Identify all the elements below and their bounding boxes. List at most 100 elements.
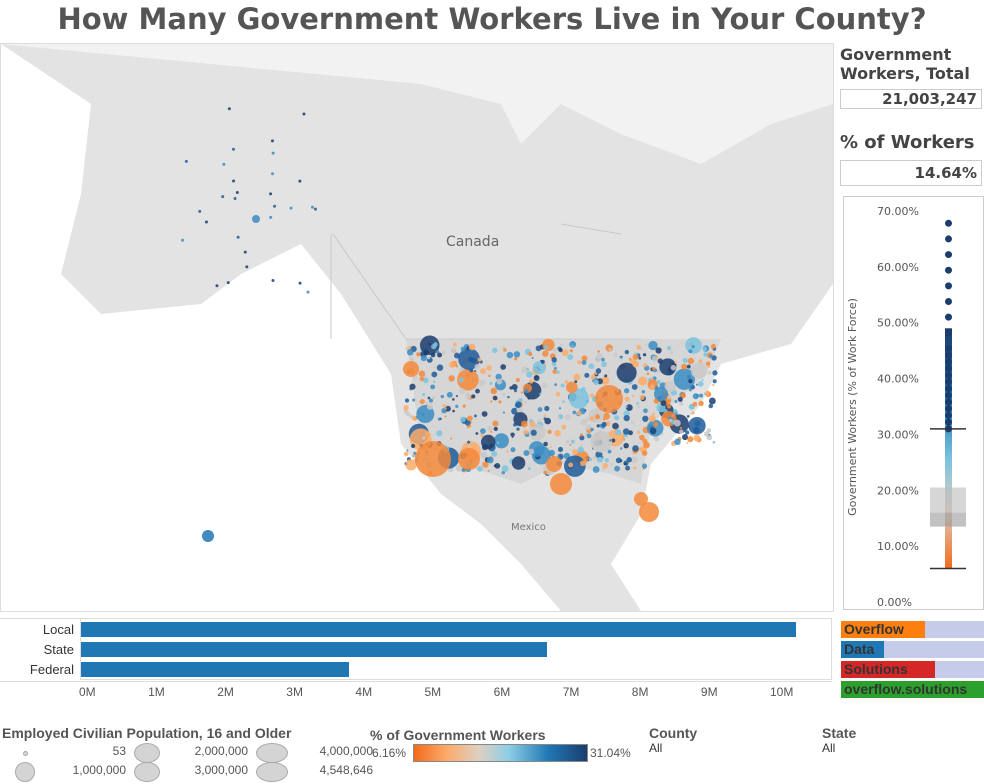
county-bubble[interactable] <box>302 112 306 116</box>
county-bubble[interactable] <box>490 387 498 395</box>
county-bubble[interactable] <box>601 361 607 368</box>
county-bubble[interactable] <box>541 382 548 389</box>
county-bubble[interactable] <box>487 469 490 472</box>
county-bubble[interactable] <box>403 405 409 411</box>
county-bubble[interactable] <box>471 394 476 399</box>
county-bubble[interactable] <box>602 417 606 421</box>
county-bubble[interactable] <box>532 360 546 375</box>
county-bubble[interactable] <box>227 107 231 111</box>
county-bubble[interactable] <box>645 343 648 346</box>
county-bubble[interactable] <box>457 368 479 391</box>
county-bubble[interactable] <box>521 366 528 374</box>
county-bubble[interactable] <box>310 205 314 209</box>
county-bubble[interactable] <box>580 419 587 426</box>
county-bubble[interactable] <box>537 418 542 423</box>
county-bubble[interactable] <box>490 430 493 433</box>
county-bubble[interactable] <box>460 346 466 352</box>
county-bubble[interactable] <box>637 405 641 409</box>
county-bubble[interactable] <box>687 357 695 365</box>
county-bubble[interactable] <box>615 429 622 436</box>
county-bubble[interactable] <box>418 370 426 377</box>
county-bubble[interactable] <box>706 428 712 433</box>
county-bubble[interactable] <box>436 364 444 371</box>
county-bubble[interactable] <box>650 426 654 431</box>
county-bubble[interactable] <box>643 441 650 449</box>
county-bubble[interactable] <box>597 350 600 353</box>
county-bubble[interactable] <box>625 405 628 409</box>
county-bubble[interactable] <box>458 448 480 470</box>
county-bubble[interactable] <box>625 465 631 471</box>
county-bubble[interactable] <box>595 368 602 374</box>
county-bubble[interactable] <box>442 403 447 408</box>
county-bubble[interactable] <box>452 398 455 401</box>
county-bubble[interactable] <box>433 366 436 369</box>
county-bubble[interactable] <box>472 445 476 450</box>
county-bubble[interactable] <box>502 411 506 414</box>
county-bubble[interactable] <box>634 352 638 356</box>
county-bubble[interactable] <box>628 357 632 361</box>
county-bubble[interactable] <box>661 433 664 436</box>
county-bubble[interactable] <box>708 397 716 405</box>
county-bubble[interactable] <box>608 347 612 351</box>
county-bubble[interactable] <box>510 432 515 437</box>
overflow-bar[interactable]: overflow.solutions <box>841 681 984 698</box>
county-bubble[interactable] <box>419 398 425 405</box>
county-bubble[interactable] <box>561 424 567 430</box>
county-bubble[interactable] <box>450 347 457 353</box>
county-bubble[interactable] <box>222 162 226 166</box>
county-bubble[interactable] <box>638 447 642 451</box>
county-bubble[interactable] <box>516 427 520 431</box>
county-bubble[interactable] <box>693 434 701 442</box>
county-bubble[interactable] <box>595 451 603 459</box>
county-bubble[interactable] <box>421 412 425 416</box>
county-bubble[interactable] <box>462 404 466 408</box>
county-bubble[interactable] <box>632 445 639 452</box>
county-bubble[interactable] <box>571 344 574 347</box>
county-bubble[interactable] <box>252 215 260 223</box>
county-bubble[interactable] <box>701 378 704 382</box>
county-bubble[interactable] <box>632 395 635 398</box>
county-bubble[interactable] <box>596 456 603 463</box>
county-bubble[interactable] <box>543 417 547 421</box>
county-bubble[interactable] <box>681 363 688 370</box>
county-bubble[interactable] <box>695 383 699 386</box>
county-bubble[interactable] <box>410 443 416 449</box>
county-bubble[interactable] <box>640 347 644 351</box>
county-bubble[interactable] <box>433 380 436 384</box>
county-bubble[interactable] <box>565 440 570 444</box>
county-bubble[interactable] <box>523 450 530 457</box>
county-filter[interactable]: All <box>649 741 663 755</box>
county-bubble[interactable] <box>436 430 443 437</box>
county-bubble[interactable] <box>511 407 519 415</box>
county-bubble[interactable] <box>630 421 635 425</box>
county-bubble[interactable] <box>511 383 518 390</box>
county-bubble[interactable] <box>673 419 681 427</box>
county-bubble[interactable] <box>642 450 648 456</box>
county-bubble[interactable] <box>595 356 601 363</box>
county-bubble[interactable] <box>710 343 716 349</box>
county-bubble[interactable] <box>431 371 438 378</box>
county-bubble[interactable] <box>595 385 623 413</box>
county-bubble[interactable] <box>581 355 588 362</box>
county-bubble[interactable] <box>430 352 436 358</box>
county-bubble[interactable] <box>488 374 491 378</box>
county-bubble[interactable] <box>590 427 594 432</box>
county-bubble[interactable] <box>544 345 549 350</box>
county-bubble[interactable] <box>465 420 471 426</box>
county-bubble[interactable] <box>439 417 442 420</box>
county-bubble[interactable] <box>524 388 529 394</box>
county-bubble[interactable] <box>561 349 569 357</box>
county-bubble[interactable] <box>688 349 693 354</box>
county-bubble[interactable] <box>490 400 493 403</box>
county-bubble[interactable] <box>632 360 640 368</box>
county-bubble[interactable] <box>604 458 610 463</box>
overflow-bar[interactable]: Overflow <box>841 621 984 638</box>
county-bubble[interactable] <box>492 395 498 401</box>
county-bubble[interactable] <box>509 386 513 390</box>
county-bubble[interactable] <box>705 390 710 395</box>
county-bubble[interactable] <box>648 340 658 351</box>
county-bubble[interactable] <box>577 446 584 453</box>
county-bubble[interactable] <box>243 250 247 254</box>
county-bubble[interactable] <box>588 457 593 462</box>
overflow-bar[interactable]: Solutions <box>841 661 984 678</box>
